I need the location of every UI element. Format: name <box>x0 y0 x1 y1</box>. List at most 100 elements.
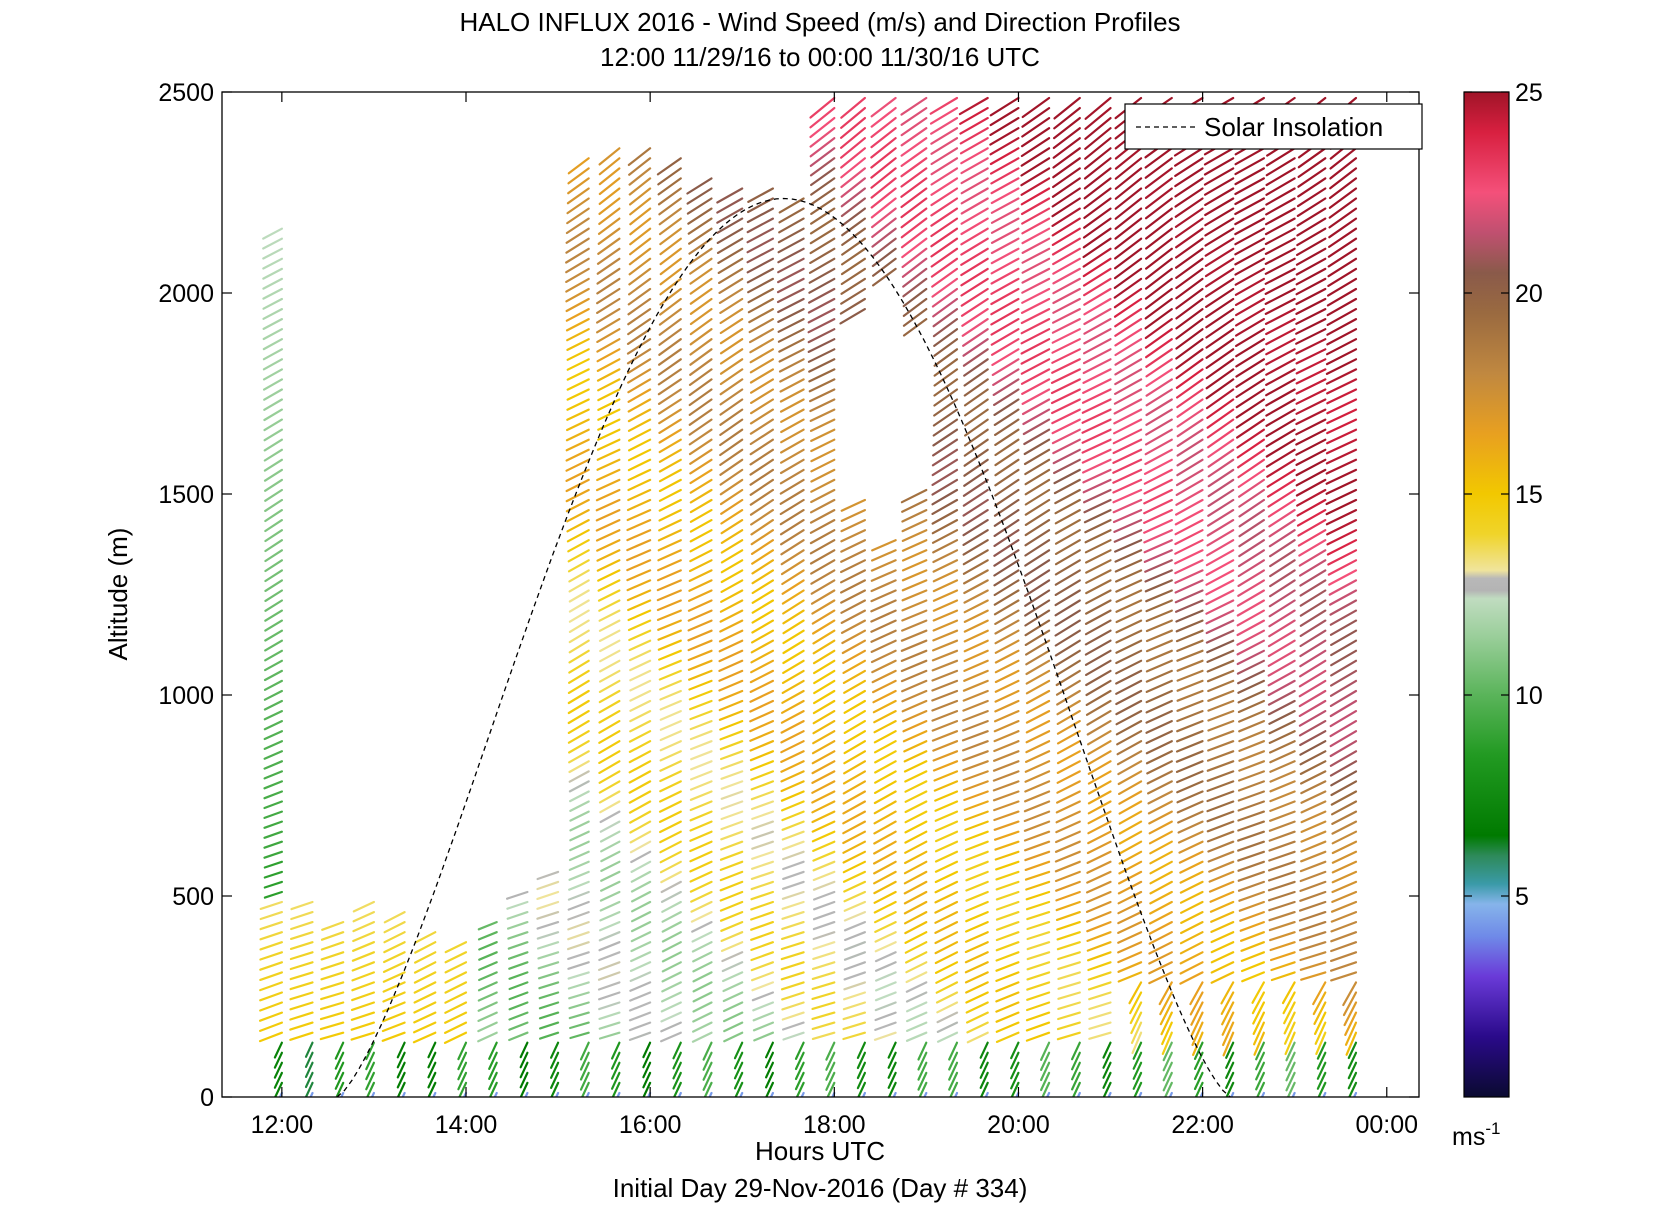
wind-vector <box>1084 116 1112 140</box>
wind-vector <box>1087 961 1112 972</box>
wind-vector <box>1208 860 1235 873</box>
wind-vector <box>413 1001 437 1014</box>
wind-vector <box>1237 850 1266 862</box>
wind-vector <box>1057 981 1081 990</box>
wind-vector <box>689 719 713 731</box>
wind-vector <box>1179 941 1204 955</box>
wind-vector <box>842 820 867 835</box>
wind-vector <box>1051 177 1081 198</box>
wind-vector <box>994 428 1020 446</box>
wind-vector <box>843 679 867 694</box>
wind-vector <box>656 599 682 612</box>
wind-vector <box>842 800 867 815</box>
wind-vector <box>1115 709 1143 726</box>
wind-vector <box>1083 167 1112 190</box>
wind-vector <box>1295 458 1327 477</box>
wind-vector <box>1087 800 1112 815</box>
wind-vector <box>1264 257 1296 275</box>
wind-vector <box>1298 931 1327 942</box>
wind-vector <box>1174 539 1204 555</box>
wind-vector <box>901 539 928 552</box>
wind-vector <box>630 900 652 913</box>
wind-vector <box>842 780 867 795</box>
wind-vector <box>751 619 775 634</box>
wind-vector <box>660 1001 682 1013</box>
wind-vector <box>628 790 652 804</box>
wind-vector <box>749 679 775 694</box>
wind-vector <box>964 408 989 427</box>
wind-vector <box>1021 96 1051 119</box>
wind-vector <box>809 518 836 534</box>
wind-vector <box>1179 870 1204 884</box>
wind-vector <box>599 820 621 833</box>
wind-vector <box>1176 790 1204 804</box>
wind-vector <box>598 951 621 962</box>
wind-vector <box>1205 629 1235 644</box>
wind-vector <box>689 880 713 893</box>
wind-vector <box>263 730 283 741</box>
wind-vector <box>751 981 775 992</box>
wind-vector <box>1053 478 1081 495</box>
wind-vector <box>628 750 652 764</box>
wind-vector <box>903 890 928 905</box>
wind-vector <box>1238 900 1266 912</box>
wind-vector <box>809 549 836 565</box>
wind-vector <box>930 137 959 155</box>
wind-vector <box>1024 458 1051 476</box>
wind-vector <box>629 217 652 236</box>
wind-vector <box>1206 810 1235 823</box>
wind-vector <box>568 750 590 764</box>
wind-vector <box>1203 167 1235 186</box>
wind-vector <box>264 639 283 652</box>
wind-vector <box>1234 147 1266 166</box>
wind-vector <box>1300 830 1327 843</box>
wind-vector <box>1175 287 1204 310</box>
wind-vector <box>960 197 989 215</box>
wind-vector <box>598 1011 621 1021</box>
wind-vector <box>263 719 283 731</box>
wind-vector <box>1041 1081 1051 1097</box>
wind-vector <box>843 730 867 745</box>
wind-vector <box>780 699 805 714</box>
wind-vector <box>1174 579 1204 594</box>
wind-vector <box>1112 448 1143 464</box>
wind-vector <box>659 850 682 864</box>
wind-vector <box>1327 549 1358 566</box>
wind-vector <box>963 649 989 663</box>
wind-vector <box>964 920 989 933</box>
wind-vector <box>750 890 775 901</box>
colorbar-unit-exponent: -1 <box>1485 1119 1500 1138</box>
wind-vector <box>809 106 836 129</box>
wind-vector <box>840 177 867 198</box>
wind-vector <box>965 860 989 872</box>
wind-vector <box>734 1081 744 1097</box>
wind-vector <box>1144 207 1173 230</box>
wind-vector <box>569 800 590 813</box>
wind-vector <box>962 478 989 497</box>
wind-vector <box>1026 920 1051 931</box>
wind-vector <box>809 418 836 432</box>
wind-vector <box>658 318 682 336</box>
wind-vector <box>1221 1001 1235 1026</box>
wind-vector <box>887 1041 897 1059</box>
wind-vector <box>777 237 805 254</box>
wind-vector <box>932 609 959 622</box>
wind-vector <box>657 368 682 386</box>
wind-vector <box>1174 197 1204 218</box>
wind-vector <box>811 830 836 843</box>
wind-vector <box>840 619 867 635</box>
wind-vector <box>717 267 744 284</box>
wind-vector <box>610 1071 621 1090</box>
wind-vector <box>764 1071 775 1089</box>
wind-vector <box>933 358 959 377</box>
wind-vector <box>963 458 989 477</box>
wind-vector <box>1117 971 1143 983</box>
wind-vector <box>932 569 959 583</box>
wind-vector <box>656 579 682 592</box>
wind-vector <box>566 509 590 523</box>
wind-vector <box>777 328 805 343</box>
wind-vector <box>1145 408 1173 426</box>
wind-vector <box>1055 900 1081 912</box>
wind-vector <box>688 559 713 573</box>
